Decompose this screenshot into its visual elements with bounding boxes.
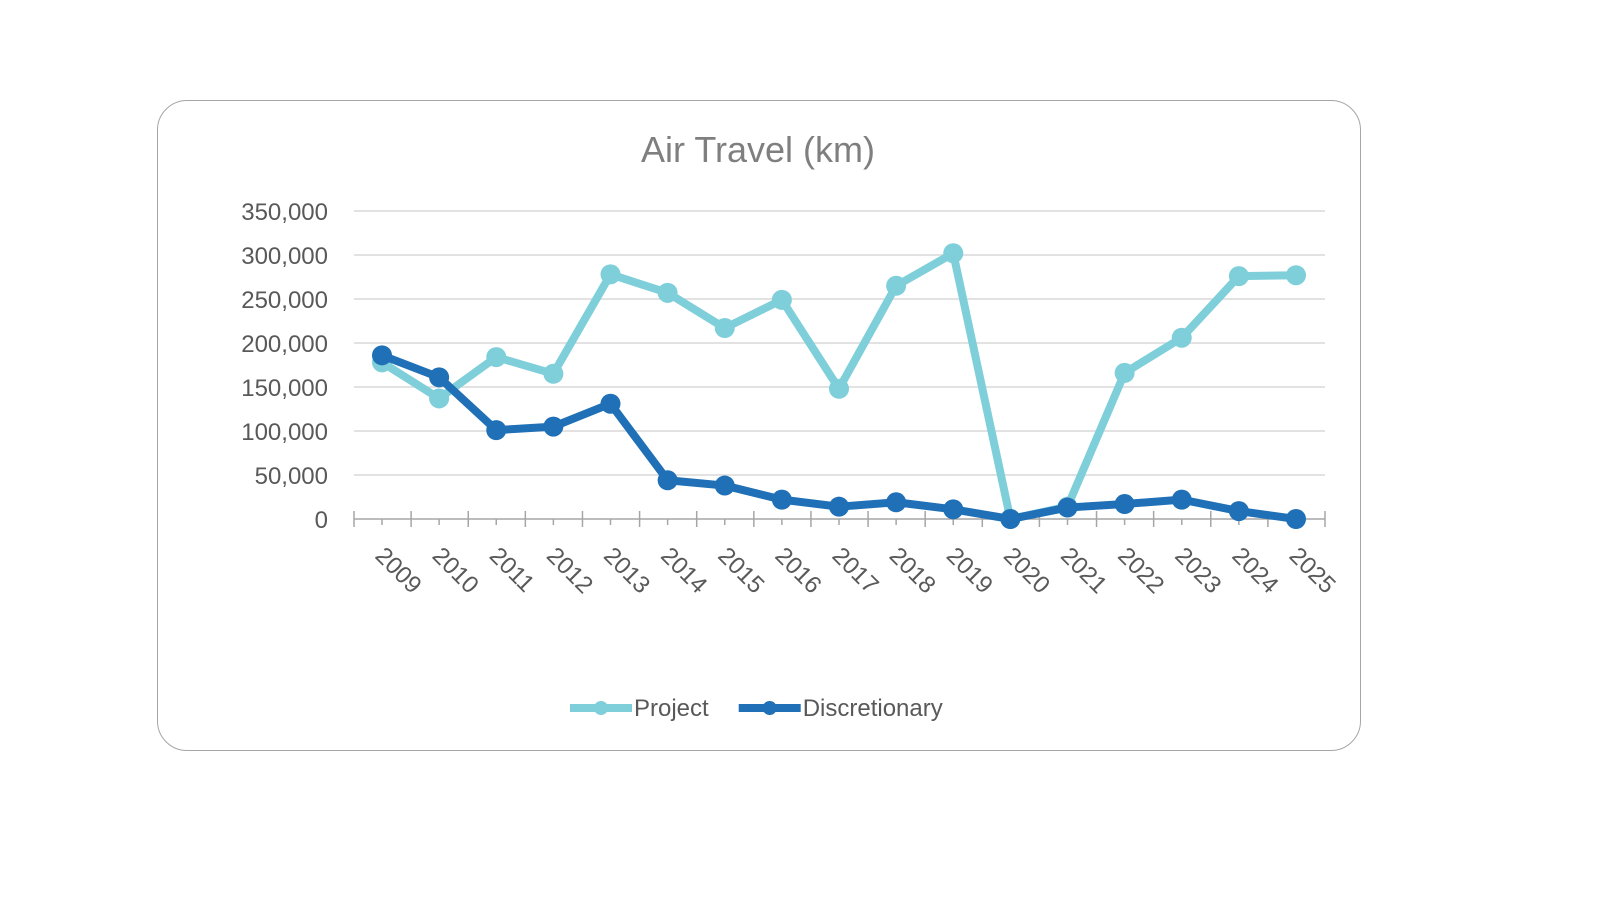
data-point (1228, 266, 1249, 287)
legend-label: Project (634, 695, 709, 722)
data-point (429, 388, 450, 409)
y-tick-label: 350,000 (241, 199, 328, 226)
x-tick-label: 2010 (427, 542, 484, 599)
data-point (1114, 362, 1135, 383)
x-tick-label: 2021 (1055, 542, 1112, 599)
data-point (886, 275, 907, 296)
data-point (1286, 509, 1306, 529)
legend-label: Discretionary (803, 695, 943, 722)
y-tick-label: 0 (315, 507, 328, 534)
data-point (1286, 265, 1306, 286)
data-point (771, 289, 792, 310)
data-point (657, 282, 678, 303)
x-tick-label: 2019 (941, 542, 998, 599)
y-tick-label: 100,000 (241, 419, 328, 446)
y-tick-label: 200,000 (241, 331, 328, 358)
data-point (543, 416, 564, 437)
data-point (657, 470, 678, 491)
y-tick-label: 300,000 (241, 243, 328, 270)
chart-title: Air Travel (km) (641, 129, 875, 170)
data-point (372, 345, 392, 366)
data-point (943, 243, 964, 264)
data-point (1228, 501, 1249, 522)
x-tick-label: 2016 (770, 542, 827, 599)
data-point (429, 367, 450, 388)
data-point (1114, 494, 1135, 515)
data-point (486, 347, 507, 368)
x-tick-label: 2012 (541, 542, 598, 599)
x-tick-label: 2015 (713, 542, 770, 599)
data-point (1171, 327, 1192, 348)
legend-marker (762, 701, 777, 715)
legend-marker (594, 701, 608, 715)
data-point (543, 363, 564, 384)
legend: Project Discretionary (570, 695, 943, 722)
data-point (1000, 509, 1021, 529)
data-point (1057, 497, 1078, 518)
y-tick-label: 150,000 (241, 375, 328, 402)
x-tick-label: 2013 (598, 542, 655, 599)
series-project (372, 243, 1306, 529)
x-tick-label: 2011 (484, 542, 540, 598)
data-point (1171, 489, 1192, 510)
y-tick-label: 50,000 (255, 463, 328, 490)
x-tick-label: 2023 (1170, 542, 1227, 599)
x-tick-label: 2018 (884, 542, 941, 599)
data-point (600, 393, 621, 414)
y-tick-label: 250,000 (241, 287, 328, 314)
series-discretionary (372, 345, 1306, 529)
x-tick-label: 2020 (998, 542, 1055, 599)
data-point (771, 489, 792, 510)
x-tick-label: 2022 (1112, 542, 1169, 599)
x-tick-label: 2025 (1284, 542, 1341, 599)
data-point (829, 378, 849, 399)
x-tick-label: 2017 (827, 542, 884, 599)
chart-card (157, 100, 1361, 751)
data-point (714, 318, 735, 339)
x-tick-label: 2024 (1227, 542, 1284, 599)
data-point (829, 496, 849, 517)
data-point (943, 499, 964, 520)
data-point (600, 264, 621, 285)
x-tick-label: 2009 (370, 542, 427, 599)
data-point (886, 492, 907, 513)
data-point (486, 420, 507, 441)
data-point (714, 475, 735, 496)
x-tick-label: 2014 (655, 542, 712, 599)
